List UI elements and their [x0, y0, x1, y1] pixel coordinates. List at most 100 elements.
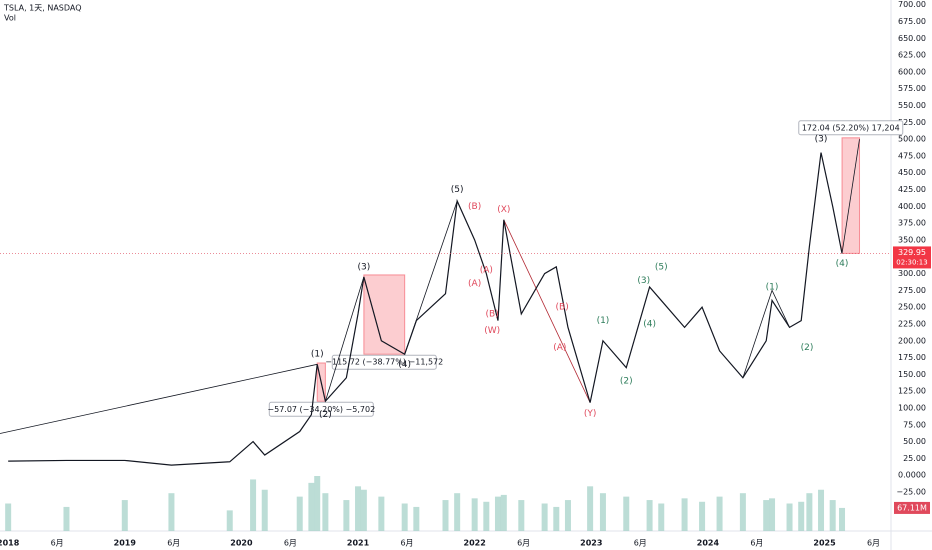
x-tick-label: 2019	[114, 539, 137, 548]
volume-bar	[646, 500, 653, 531]
y-tick-label: 200.00	[898, 336, 926, 345]
chart-title: TSLA, 1天, NASDAQ	[3, 4, 82, 13]
measure-label: −57.07 (−34.20%) −5,702	[267, 405, 375, 414]
volume-bar	[500, 494, 507, 531]
measure-box	[363, 274, 406, 355]
volume-bar	[739, 493, 746, 531]
trend-line	[742, 289, 790, 378]
volume-bar	[5, 503, 12, 531]
wave-label: (2)	[620, 377, 633, 387]
x-tick-label: 2023	[580, 539, 602, 548]
y-tick-label: −25.00	[896, 488, 926, 497]
y-tick-label: 625.00	[898, 51, 926, 60]
wave-label: (W)	[484, 326, 500, 336]
measure-label: 172.04 (52.20%) 17,204	[802, 123, 900, 132]
volume-bar	[786, 503, 793, 531]
y-tick-label: 150.00	[898, 370, 926, 379]
wave-label: (5)	[451, 185, 464, 195]
volume-bar	[121, 500, 128, 531]
volume-bar	[360, 489, 367, 531]
y-tick-label: 50.00	[903, 437, 926, 446]
price-timer: 02:30:13	[896, 258, 927, 266]
volume-bar	[442, 500, 449, 531]
y-tick-label: 600.00	[898, 67, 926, 76]
wave-label: (4)	[836, 259, 849, 269]
measure-label: −115.72 (−38.77%) −11,572	[325, 358, 443, 367]
y-tick-label: 125.00	[898, 387, 926, 396]
y-tick-label: 700.00	[898, 0, 926, 9]
x-tick-label: 2024	[697, 539, 720, 548]
trend-line	[503, 219, 591, 403]
price-label: 329.95	[898, 248, 926, 257]
wave-label: (4)	[643, 319, 656, 329]
x-tick-label: 6月	[51, 539, 64, 548]
y-tick-label: 0.0000	[898, 471, 926, 480]
volume-bar	[454, 493, 461, 531]
wave-label: (2)	[801, 343, 814, 353]
y-tick-label: 225.00	[898, 319, 926, 328]
x-tick-label: 2018	[0, 539, 20, 548]
volume-bar	[355, 486, 362, 531]
volume-bar	[226, 510, 233, 531]
wave-label: (1)	[597, 316, 610, 326]
volume-bar	[518, 500, 525, 531]
x-tick-label: 2020	[230, 539, 253, 548]
trend-line	[841, 139, 860, 254]
wave-label: (2)	[319, 410, 332, 420]
wave-label: (3)	[357, 262, 370, 272]
x-tick-label: 6月	[634, 539, 647, 548]
wave-label: (A)	[553, 343, 566, 353]
measure-label-bg	[268, 401, 374, 417]
volume-bar	[250, 479, 257, 531]
volume-bar	[658, 503, 665, 531]
wave-label: (X)	[497, 205, 510, 215]
wave-label: (3)	[637, 276, 650, 286]
volume-bar	[716, 496, 723, 531]
y-tick-label: 500.00	[898, 135, 926, 144]
volume-bar	[296, 496, 303, 531]
wave-label: (A)	[468, 279, 481, 289]
price-label-bg	[893, 246, 931, 269]
y-tick-label: 525.00	[898, 118, 926, 127]
x-tick-label: 6月	[517, 539, 530, 548]
volume-bar	[806, 493, 813, 531]
wave-label: (A)	[480, 266, 493, 276]
volume-bar	[564, 500, 571, 531]
volume-bar	[471, 498, 478, 531]
volume-bar	[541, 503, 548, 531]
y-tick-label: 425.00	[898, 185, 926, 194]
volume-bar	[401, 503, 408, 531]
x-tick-label: 2022	[464, 539, 486, 548]
y-tick-label: 75.00	[903, 420, 926, 429]
x-tick-label: 6月	[167, 539, 180, 548]
wave-label: (Y)	[584, 409, 597, 419]
wave-label: (B)	[556, 303, 569, 313]
volume-bar	[63, 506, 70, 531]
x-tick-label: 6月	[750, 539, 763, 548]
volume-bar	[829, 500, 836, 531]
volume-bar	[483, 501, 490, 531]
y-tick-label: 400.00	[898, 202, 926, 211]
volume-bar	[699, 501, 706, 531]
chart-subtitle: Vol	[4, 14, 16, 23]
volume-bar	[553, 506, 560, 531]
volume-label: 67.11M	[897, 503, 927, 512]
volume-bar	[343, 500, 350, 531]
x-tick-label: 2021	[347, 539, 370, 548]
volume-bar	[818, 489, 825, 531]
y-tick-label: 475.00	[898, 151, 926, 160]
volume-bar	[494, 496, 501, 531]
x-tick-label: 6月	[284, 539, 297, 548]
wave-label: (5)	[655, 262, 668, 272]
y-tick-label: 575.00	[898, 84, 926, 93]
y-tick-label: 350.00	[898, 235, 926, 244]
x-tick-label: 6月	[867, 539, 880, 548]
y-tick-label: 275.00	[898, 286, 926, 295]
measure-label-bg	[331, 354, 437, 370]
y-tick-label: 675.00	[898, 17, 926, 26]
volume-bar	[763, 500, 770, 531]
wave-label: (1)	[311, 350, 324, 360]
trend-line	[324, 276, 365, 402]
